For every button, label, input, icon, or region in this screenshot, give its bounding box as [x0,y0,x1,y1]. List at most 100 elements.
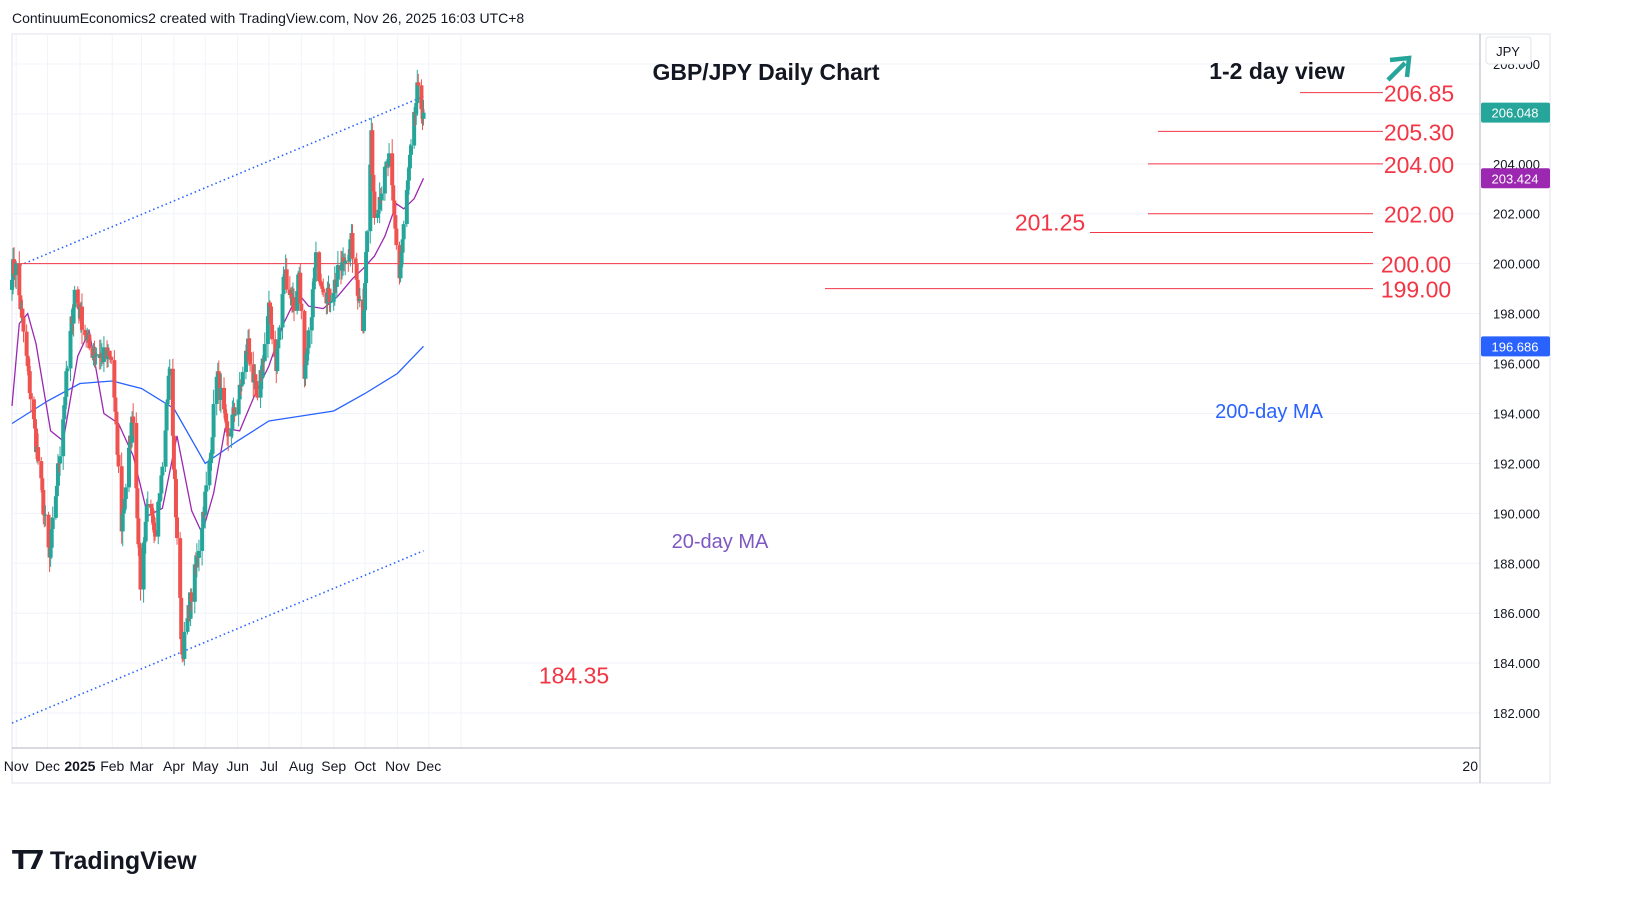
candle[interactable] [394,226,399,250]
candle[interactable] [390,139,395,188]
candle[interactable] [299,295,304,320]
candle[interactable] [275,346,280,374]
candle[interactable] [335,250,340,285]
candle[interactable] [167,359,172,385]
candle[interactable] [170,358,175,445]
candle[interactable] [69,309,74,345]
candle[interactable] [43,505,48,527]
candle[interactable] [138,542,143,601]
candle[interactable] [295,288,300,315]
candle[interactable] [368,157,373,244]
candle[interactable] [87,330,92,351]
candle[interactable] [208,449,213,474]
candle[interactable] [379,186,384,212]
candle[interactable] [171,432,176,474]
candle[interactable] [317,250,322,284]
candle[interactable] [53,493,58,520]
candle[interactable] [327,283,332,312]
candle[interactable] [18,284,23,318]
candle[interactable] [313,241,318,276]
candle[interactable] [25,351,30,376]
candle[interactable] [46,511,51,554]
candle[interactable] [34,425,39,459]
candle[interactable] [321,278,326,297]
candle[interactable] [415,69,420,117]
candle[interactable] [12,247,17,278]
candle[interactable] [182,621,187,666]
candle[interactable] [178,532,183,605]
candle[interactable] [240,366,245,387]
candle[interactable] [215,362,220,387]
candle[interactable] [350,224,355,273]
candle[interactable] [40,467,45,494]
candle[interactable] [416,73,421,87]
candle[interactable] [243,344,248,380]
candle[interactable] [94,347,99,365]
candle[interactable] [14,260,19,289]
candle[interactable] [79,293,84,345]
candle[interactable] [175,507,180,545]
tradingview-logo[interactable]: T7 TradingView [12,846,197,876]
candle[interactable] [306,327,311,361]
candle[interactable] [365,229,370,259]
candle[interactable] [370,122,375,185]
candle[interactable] [55,454,60,491]
candle[interactable] [320,281,325,295]
candle[interactable] [355,266,360,310]
candle[interactable] [196,539,201,572]
candle[interactable] [421,99,426,126]
candle[interactable] [68,322,73,382]
candle[interactable] [377,182,382,224]
candle[interactable] [237,372,242,402]
candle[interactable] [50,506,55,539]
candle[interactable] [254,375,259,398]
candle[interactable] [72,285,77,319]
candle[interactable] [189,588,194,612]
candle[interactable] [36,433,41,465]
candle[interactable] [27,358,32,400]
candle[interactable] [116,449,121,473]
candle[interactable] [65,365,70,386]
candle[interactable] [145,491,150,509]
candle[interactable] [309,315,314,345]
candle[interactable] [141,537,146,603]
candle[interactable] [255,383,260,401]
candle[interactable] [382,161,387,201]
candle[interactable] [160,462,165,487]
candle[interactable] [232,402,237,422]
candle[interactable] [364,246,369,290]
candle[interactable] [164,399,169,441]
candle[interactable] [120,512,125,547]
candle[interactable] [101,336,106,373]
candle[interactable] [41,487,46,525]
candle[interactable] [277,325,282,346]
candle[interactable] [266,290,271,331]
candle[interactable] [214,375,219,416]
candle[interactable] [280,287,285,340]
candle[interactable] [109,350,114,365]
candle[interactable] [179,594,184,643]
candle[interactable] [248,338,253,372]
candle[interactable] [262,332,267,363]
candle[interactable] [204,471,209,503]
candle[interactable] [343,253,348,276]
candle[interactable] [281,266,286,305]
candle[interactable] [253,364,258,383]
candle[interactable] [298,264,303,307]
candle[interactable] [194,543,199,578]
candle[interactable] [211,389,216,443]
candle[interactable] [218,373,223,413]
candle[interactable] [233,407,238,417]
candle[interactable] [328,295,333,313]
candle[interactable] [153,517,158,541]
candle[interactable] [387,143,392,169]
candle[interactable] [112,350,117,401]
candle[interactable] [340,251,345,280]
candle[interactable] [92,340,97,368]
candle[interactable] [363,277,368,317]
candle[interactable] [21,312,26,343]
candle[interactable] [93,346,98,368]
candle[interactable] [203,486,208,529]
candle[interactable] [32,405,37,430]
